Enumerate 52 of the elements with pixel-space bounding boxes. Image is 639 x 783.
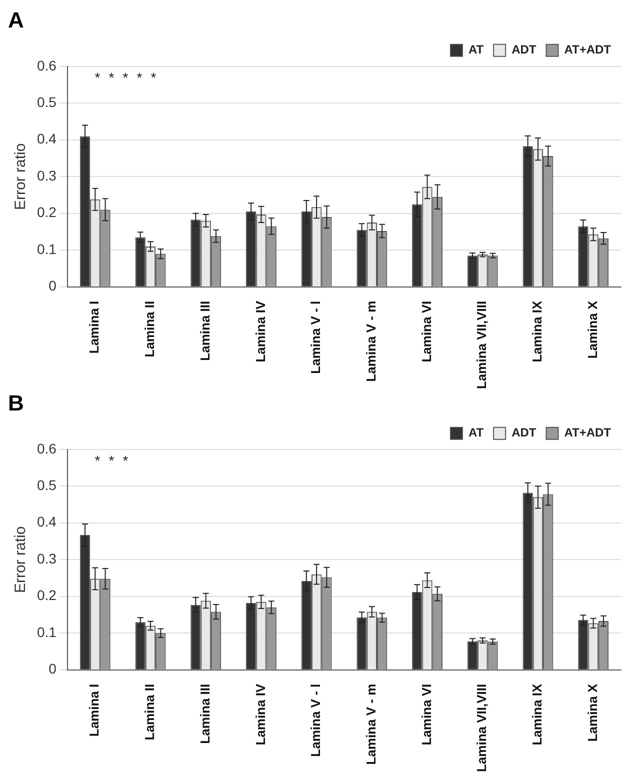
x-tick-label: Lamina VI [418,300,434,362]
y-tick-label: 0.6 [36,57,57,74]
y-tick-label: 0.3 [36,550,57,566]
y-tick-label: 0.5 [36,477,57,494]
x-tick-label: Lamina III [197,300,212,361]
legend-label: AT [468,42,484,57]
y-tick-label: 0.3 [36,167,57,184]
legend-label: AT [468,426,484,440]
x-tick-label: Lamina IX [530,684,545,746]
legend-label: ADT [512,426,537,440]
legend-label: AT+ADT [564,42,612,57]
annotation: * [94,69,101,86]
legend-label: AT+ADT [564,426,612,440]
chart-title: B [8,390,24,416]
x-tick-label: Lamina VII,VIII [474,684,490,772]
x-tick-label: Lamina X [584,300,600,359]
x-tick-label: Lamina V - l [308,300,324,374]
x-tick-label: Lamina IX [530,300,545,362]
y-axis-title: Error ratio [12,526,30,593]
annotation: * [122,452,129,468]
x-tick-label: Lamina V - m [363,300,378,382]
y-tick-label: 0 [48,660,57,677]
annotation: * [94,452,101,468]
annotation: * [150,69,157,86]
legend-label: ADT [512,42,537,57]
y-tick-label: 0.5 [36,94,57,110]
x-tick-label: Lamina III [197,684,212,744]
y-tick-label: 0.4 [36,130,57,147]
x-tick-label: Lamina V - m [363,684,378,765]
y-tick-label: 0.2 [36,204,57,220]
y-tick-label: 0.1 [36,624,57,640]
x-tick-label: Lamina I [86,300,102,354]
x-tick-label: Lamina IV [252,684,268,746]
x-tick-label: Lamina II [142,300,158,358]
x-tick-label: Lamina IV [252,300,268,362]
x-tick-label: Lamina VII,VIII [474,300,490,390]
y-tick-label: 0.1 [36,240,57,257]
annotation: * [122,69,129,86]
annotation: * [136,69,143,86]
y-tick-label: 0 [48,278,57,294]
x-tick-label: Lamina VI [418,684,434,746]
y-tick-label: 0.2 [36,587,57,604]
annotation: * [108,452,115,468]
y-axis-title: Error ratio [12,143,30,210]
x-tick-label: Lamina V - l [308,684,324,757]
y-tick-label: 0.4 [36,514,57,530]
x-tick-label: Lamina X [584,684,600,742]
x-tick-label: Lamina II [142,684,158,740]
chart-title: A [8,7,24,32]
y-tick-label: 0.6 [36,440,57,456]
annotation: * [108,69,115,86]
x-tick-label: Lamina I [86,684,102,737]
